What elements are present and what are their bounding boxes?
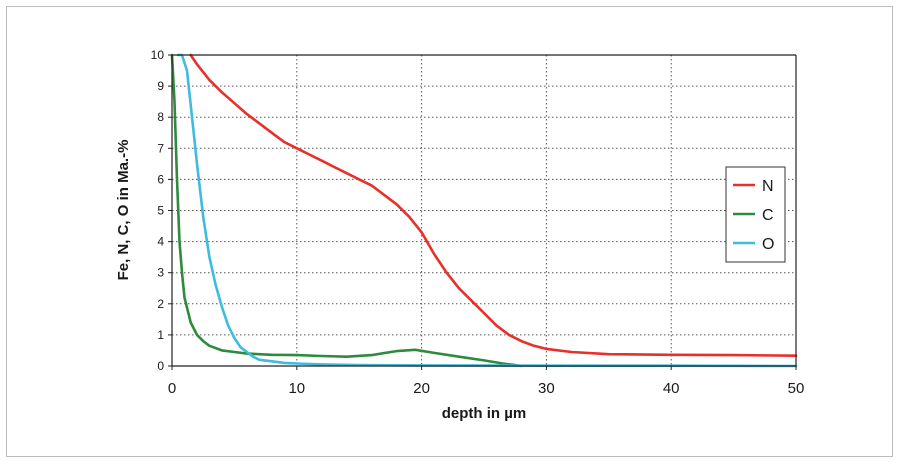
- legend-label-c: C: [762, 207, 774, 224]
- y-tick-label: 7: [157, 141, 164, 155]
- axes: [168, 54, 797, 370]
- x-tick-label: 40: [663, 380, 680, 397]
- y-tick-label: 4: [157, 235, 164, 249]
- x-tick-label: 0: [168, 380, 176, 397]
- series-line-c: [170, 53, 523, 368]
- series-line-o: [176, 53, 798, 368]
- y-tick-label: 3: [157, 266, 164, 280]
- y-tick-label: 0: [157, 359, 164, 373]
- legend-label-n: N: [762, 178, 774, 195]
- y-tick-label: 10: [151, 48, 165, 62]
- x-tick-label: 20: [413, 380, 430, 397]
- y-tick-labels: 0 1 2 3 4 5 6 7 8 9 10: [151, 48, 165, 373]
- y-tick-label: 9: [157, 79, 164, 93]
- x-axis-label: depth in µm: [442, 405, 526, 422]
- x-tick-label: 10: [288, 380, 305, 397]
- y-axis-label: Fe, N, C, O in Ma.-%: [115, 140, 132, 281]
- x-tick-label: 30: [538, 380, 555, 397]
- y-tick-label: 6: [157, 172, 164, 186]
- series-line-n: [189, 53, 798, 357]
- y-tick-label: 2: [157, 297, 164, 311]
- x-tick-labels: 0 10 20 30 40 50: [168, 380, 805, 397]
- y-tick-label: 8: [157, 110, 164, 124]
- series-lines: [170, 53, 798, 368]
- legend-label-o: O: [762, 236, 774, 253]
- y-tick-label: 1: [157, 328, 164, 342]
- x-tick-label: 50: [788, 380, 805, 397]
- y-tick-label: 5: [157, 204, 164, 218]
- legend: NCO: [725, 166, 786, 263]
